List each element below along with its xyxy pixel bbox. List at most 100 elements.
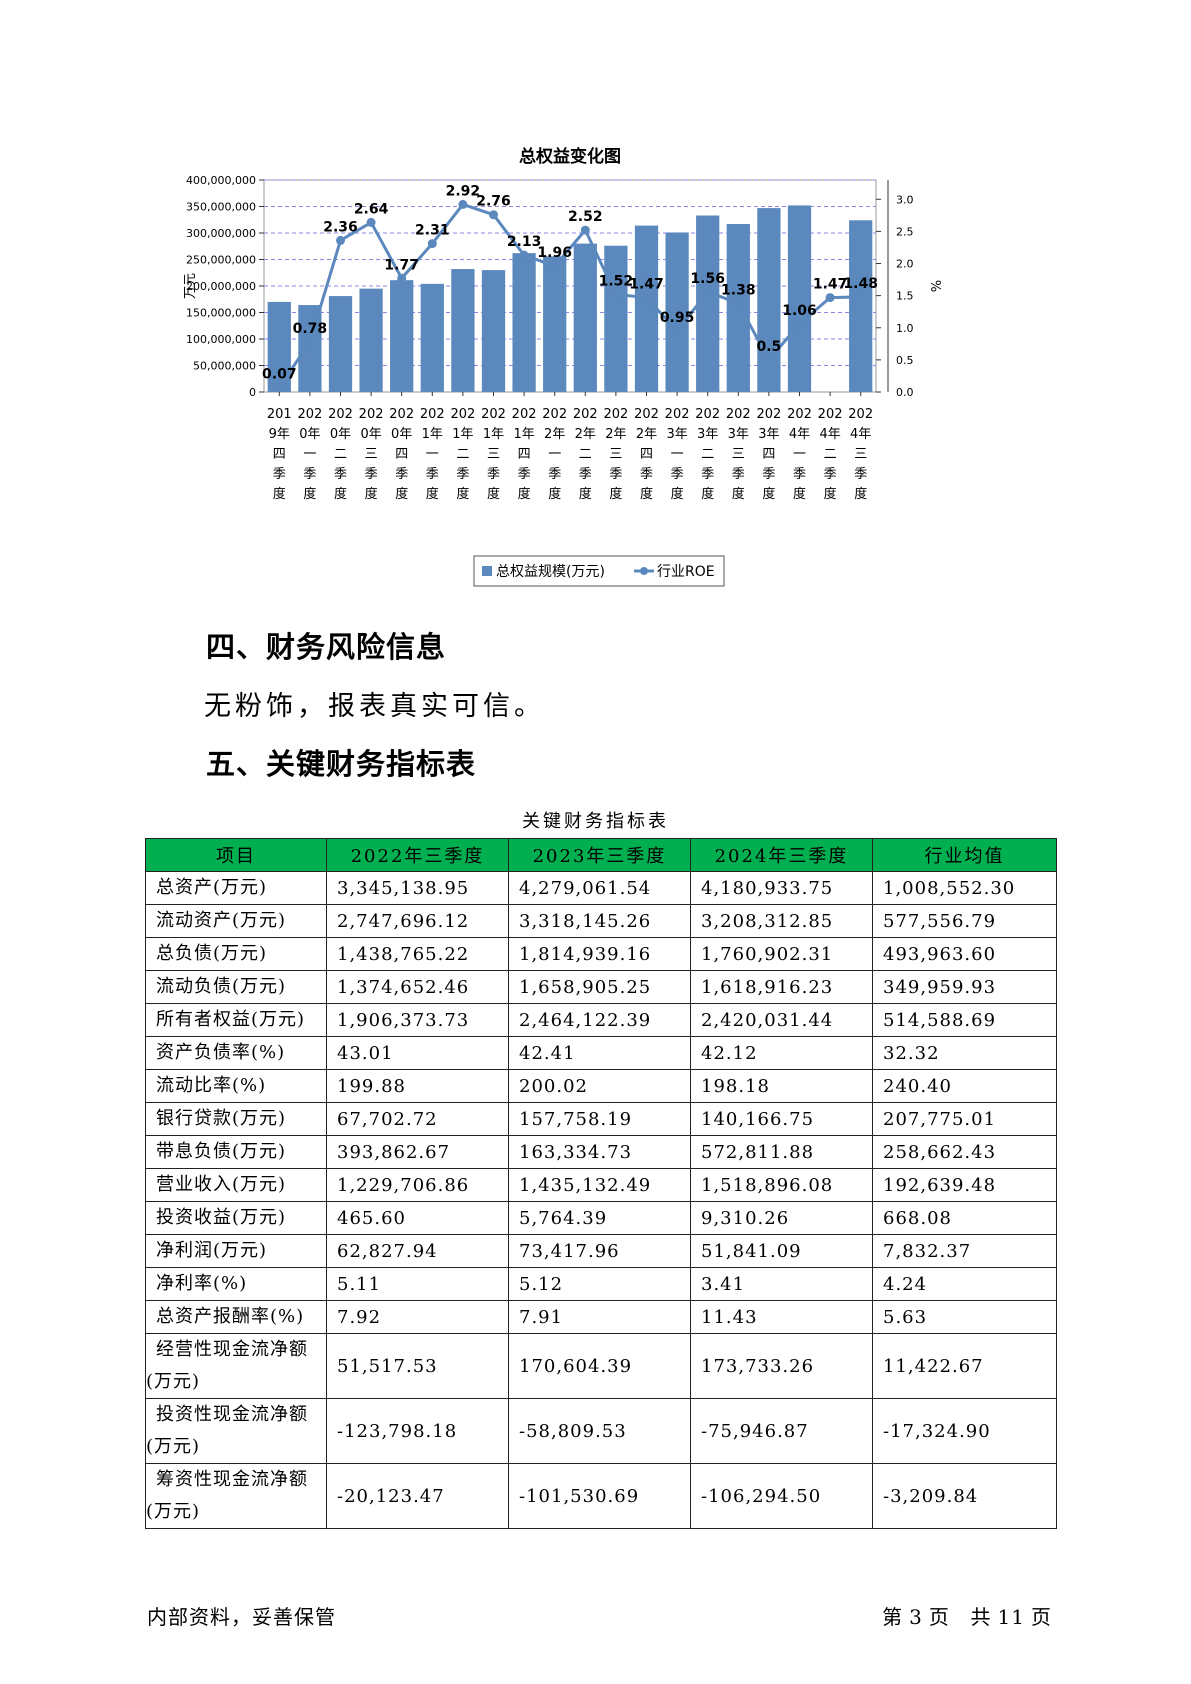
legend-line-label: 行业ROE [657, 564, 715, 580]
x-tick-label: 202 1年二季度 [450, 407, 475, 502]
row-label-cell: 营业收入(万元) [145, 1168, 327, 1202]
value-cell: -20,123.47 [326, 1463, 509, 1529]
roe-point [550, 261, 560, 271]
value-cell: 3.41 [690, 1267, 873, 1301]
value-cell: -101,530.69 [508, 1463, 691, 1529]
value-cell: 11,422.67 [872, 1333, 1057, 1399]
value-cell: 577,556.79 [872, 904, 1057, 938]
bar-equity [757, 208, 781, 392]
left-tick-label: 200,000,000 [186, 280, 256, 293]
bar-equity [512, 253, 536, 392]
value-cell: 5,764.39 [508, 1201, 691, 1235]
x-tick-label: 202 2年一季度 [542, 407, 567, 502]
roe-data-label: 2.92 [446, 183, 481, 199]
x-tick-label: 202 4年三季度 [848, 407, 873, 502]
value-cell: 7.92 [326, 1300, 509, 1334]
table-row: 所有者权益(万元) 1,906,373.73 2,464,122.39 2,420,0… [145, 1003, 1057, 1037]
page-total-unit: 页 [1031, 1605, 1052, 1629]
row-label-cell: 流动负债(万元) [145, 970, 327, 1004]
value-cell: -106,294.50 [690, 1463, 873, 1529]
roe-point [642, 293, 651, 303]
header-2023q3: 2023年三季度 [508, 838, 691, 872]
value-cell: 393,862.67 [326, 1135, 509, 1169]
roe-data-label: 2.13 [507, 234, 542, 250]
roe-point [366, 217, 376, 227]
value-cell: 170,604.39 [508, 1333, 691, 1399]
bar-equity [634, 225, 659, 392]
roe-point [489, 210, 498, 220]
right-tick-label: 1.0 [896, 322, 914, 335]
value-cell: 62,827.94 [326, 1234, 509, 1268]
value-cell: 5.12 [508, 1267, 691, 1301]
roe-data-label: 2.76 [476, 194, 511, 210]
value-cell: 140,166.75 [690, 1102, 873, 1136]
value-cell: 514,588.69 [872, 1003, 1057, 1037]
value-cell: 668.08 [872, 1201, 1057, 1235]
roe-data-label: 1.77 [384, 257, 419, 273]
chart-title: 总权益变化图 [519, 146, 621, 167]
row-label-cell: 带息负债(万元) [145, 1135, 327, 1169]
value-cell: 240.40 [872, 1069, 1057, 1103]
left-tick-label: 100,000,000 [186, 333, 256, 346]
value-cell: 1,438,765.22 [326, 937, 509, 971]
right-tick-label: 2.0 [896, 258, 914, 271]
roe-data-label: 2.31 [415, 223, 450, 239]
roe-data-label: 1.48 [843, 276, 878, 292]
x-tick-label: 202 0年一季度 [297, 407, 322, 502]
value-cell: 1,008,552.30 [872, 871, 1057, 905]
header-2022q3: 2022年三季度 [326, 838, 509, 872]
right-tick-label: 1.5 [896, 290, 914, 303]
footer-confidential-note: 内部资料，妥善保管 [147, 1605, 336, 1629]
left-axis-label: 万元 [183, 273, 198, 299]
table-row: 资产负债率(%) 43.01 42.41 42.12 32.32 [145, 1036, 1057, 1070]
page-total-prefix: 共 [970, 1605, 992, 1629]
value-cell: 2,747,696.12 [326, 904, 509, 938]
table-row: 净利率(%) 5.11 5.12 3.41 4.24 [145, 1267, 1057, 1301]
header-item: 项目 [145, 838, 327, 872]
risk-statement: 无粉饰，报表真实可信。 [204, 691, 545, 722]
roe-data-label: 0.95 [660, 310, 695, 326]
roe-point [795, 319, 804, 329]
value-cell: -75,946.87 [690, 1398, 873, 1464]
roe-point [580, 225, 590, 235]
table-row: 带息负债(万元) 393,862.67 163,334.73 572,811.88 25… [145, 1135, 1057, 1169]
x-tick-label: 202 1年三季度 [481, 407, 506, 502]
header-industry-avg: 行业均值 [872, 838, 1057, 872]
bar-equity [696, 215, 720, 392]
table-row: 投资性现金流净额(万元) -123,798.18 -58,809.53 -75,946… [145, 1398, 1057, 1464]
x-tick-label: 202 3年四季度 [756, 407, 781, 502]
bar-equity [849, 220, 873, 392]
value-cell: 5.11 [326, 1267, 509, 1301]
value-cell: -58,809.53 [508, 1398, 691, 1464]
value-cell: 42.41 [508, 1036, 691, 1070]
value-cell: 2,420,031.44 [690, 1003, 873, 1037]
roe-point [764, 355, 774, 365]
row-label-cell: 筹资性现金流净额(万元) [145, 1463, 327, 1529]
bar-equity [726, 223, 750, 392]
value-cell: -17,324.90 [872, 1398, 1057, 1464]
row-label-cell: 总负债(万元) [145, 937, 327, 971]
bar-equity [665, 232, 689, 392]
left-tick-label: 0 [249, 386, 256, 399]
row-label-cell: 净利率(%) [145, 1267, 327, 1301]
roe-point [274, 383, 284, 393]
value-cell: 1,374,652.46 [326, 970, 509, 1004]
right-tick-label: 2.5 [896, 225, 914, 238]
row-label-cell: 银行贷款(万元) [145, 1102, 327, 1136]
roe-data-label: 1.47 [629, 277, 664, 293]
value-cell: 1,435,132.49 [508, 1168, 691, 1202]
table-row: 净利润(万元) 62,827.94 73,417.96 51,841.09 7,832.… [145, 1234, 1057, 1268]
row-label-cell: 总资产报酬率(%) [145, 1300, 327, 1334]
value-cell: 42.12 [690, 1036, 873, 1070]
x-tick-label: 202 4年二季度 [818, 407, 843, 502]
row-label-cell: 流动资产(万元) [145, 904, 327, 938]
value-cell: 192,639.48 [872, 1168, 1057, 1202]
x-tick-label: 202 2年四季度 [634, 407, 659, 502]
x-tick-label: 202 3年三季度 [726, 407, 751, 502]
x-tick-label: 202 0年四季度 [389, 407, 414, 502]
roe-data-label: 1.96 [537, 245, 572, 261]
table-row: 投资收益(万元) 465.60 5,764.39 9,310.26 668.08 [145, 1201, 1057, 1235]
value-cell: 572,811.88 [690, 1135, 873, 1169]
table-body: 总资产(万元) 3,345,138.95 4,279,061.54 4,180,933… [145, 871, 1057, 1529]
